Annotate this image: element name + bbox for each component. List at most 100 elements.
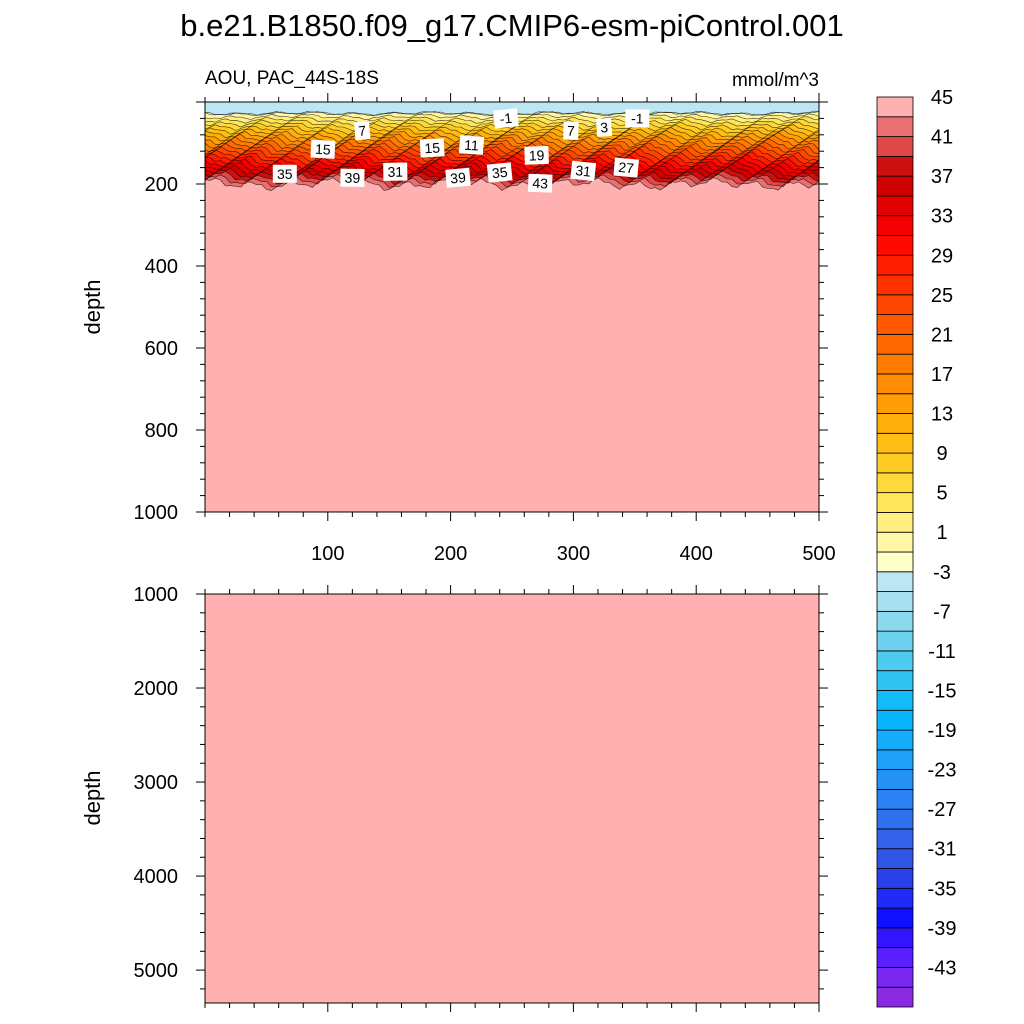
colorbar-tick-label: 5 xyxy=(936,483,947,505)
colorbar-tick-label: -27 xyxy=(928,799,957,821)
x-tick-label: 300 xyxy=(557,543,590,565)
colorbar-box xyxy=(876,947,914,968)
colorbar-box xyxy=(876,967,914,988)
colorbar-tick-label: -31 xyxy=(928,839,957,861)
colorbar-box xyxy=(876,274,914,296)
contour-label-text: 19 xyxy=(529,147,545,164)
colorbar-box xyxy=(876,96,914,118)
contour-label-text: 35 xyxy=(491,164,508,182)
y-tick-label: 5000 xyxy=(134,960,179,982)
y-tick-label: 3000 xyxy=(134,772,179,794)
colorbar-box xyxy=(876,235,914,256)
colorbar-box xyxy=(876,591,914,612)
contour-label: -1 xyxy=(493,108,519,129)
contour-label-text: 11 xyxy=(464,137,480,154)
contour-label-text: 7 xyxy=(567,123,576,139)
panel-subtitle-right: mmol/m^3 xyxy=(732,70,819,91)
colorbar-box xyxy=(876,432,914,454)
bottom-panel-background xyxy=(205,594,819,1003)
colorbar-box xyxy=(876,294,914,316)
colorbar-box xyxy=(876,848,914,869)
colorbar-box xyxy=(876,175,914,197)
colorbar-tick-label: 45 xyxy=(931,87,953,109)
colorbar-box xyxy=(876,729,914,751)
colorbar-tick-label: -35 xyxy=(928,878,957,900)
colorbar-box xyxy=(876,136,914,157)
colorbar-box xyxy=(876,452,914,474)
bottom-ylabel: depth xyxy=(80,770,105,825)
colorbar-box xyxy=(876,393,914,414)
colorbar-box xyxy=(876,690,914,711)
colorbar-box xyxy=(876,353,914,375)
contour-label: 39 xyxy=(340,168,365,188)
colorbar-tick-label: -15 xyxy=(928,681,957,703)
colorbar-box xyxy=(876,314,914,335)
colorbar: -43-39-35-31-27-23-19-15-11-7-3159131721… xyxy=(876,87,957,1008)
colorbar-tick-label: -19 xyxy=(928,720,957,742)
contour-label: 15 xyxy=(419,138,445,158)
contour-label: -1 xyxy=(625,109,650,128)
colorbar-tick-label: 25 xyxy=(931,285,953,307)
contour-line xyxy=(205,151,819,166)
colorbar-box xyxy=(876,808,914,830)
colorbar-box xyxy=(876,887,914,909)
colorbar-tick-label: -39 xyxy=(928,918,957,940)
colorbar-tick-label: -3 xyxy=(933,562,951,584)
y-tick-label: 400 xyxy=(145,256,178,278)
contour-label-text: 43 xyxy=(532,175,548,192)
y-tick-label: 2000 xyxy=(134,678,179,700)
contour-label-text: 3 xyxy=(600,119,609,136)
contour-label-text: -1 xyxy=(499,110,513,127)
y-tick-label: 200 xyxy=(145,174,178,196)
bottom-panel: 1000 2000 3000 4000 5000 depth xyxy=(80,584,828,1012)
colorbar-box xyxy=(876,472,914,494)
colorbar-box xyxy=(876,610,914,632)
contour-label: 7 xyxy=(563,121,579,140)
colorbar-box xyxy=(876,749,914,771)
x-tick-label: 200 xyxy=(434,543,467,565)
colorbar-box xyxy=(876,551,914,573)
colorbar-tick-label: 9 xyxy=(936,443,947,465)
top-contour-lines xyxy=(205,110,819,191)
colorbar-tick-label: 13 xyxy=(931,404,953,426)
colorbar-box xyxy=(876,927,914,949)
top-panel: -1 -1 7 7 3 15 15 11 19 27 31 31 35 35 39 39 43 100 200 30… xyxy=(80,93,836,565)
colorbar-box xyxy=(876,155,914,177)
contour-line xyxy=(205,145,819,159)
contour-label: 39 xyxy=(445,167,471,188)
y-tick-label: 600 xyxy=(145,338,178,360)
contour-line xyxy=(205,157,819,173)
contour-line xyxy=(205,138,819,154)
colorbar-box xyxy=(876,670,914,691)
colorbar-tick-label: -7 xyxy=(933,601,951,623)
colorbar-box xyxy=(876,709,914,731)
x-tick-label: 400 xyxy=(680,543,713,565)
contour-line xyxy=(205,177,819,191)
contour-label: 15 xyxy=(310,139,336,159)
contour-label-text: 15 xyxy=(424,139,441,156)
colorbar-box xyxy=(876,531,914,553)
colorbar-box xyxy=(876,492,914,513)
contour-label: 43 xyxy=(527,173,553,193)
top-contour-labels: -1 -1 7 7 3 15 15 11 19 27 31 31 35 35 39 39 43 xyxy=(272,108,650,193)
panel-subtitle-left: AOU, PAC_44S-18S xyxy=(205,68,379,89)
contour-label: 3 xyxy=(595,117,613,137)
contour-label-text: 31 xyxy=(387,164,403,180)
colorbar-box xyxy=(876,788,914,810)
colorbar-box xyxy=(876,868,914,889)
colorbar-box xyxy=(876,571,914,592)
colorbar-box xyxy=(876,650,914,672)
contour-label: 27 xyxy=(613,157,639,178)
x-tick-label: 500 xyxy=(802,543,835,565)
colorbar-tick-label: 37 xyxy=(931,166,953,188)
colorbar-box xyxy=(876,195,914,217)
colorbar-tick-label: 29 xyxy=(931,245,953,267)
contour-line xyxy=(205,129,819,143)
contour-line xyxy=(205,163,819,179)
chart-title: b.e21.B1850.f09_g17.CMIP6-esm-piControl.… xyxy=(180,8,843,43)
colorbar-tick-label: 17 xyxy=(931,364,953,386)
colorbar-box xyxy=(876,373,914,395)
contour-label: 11 xyxy=(458,135,485,155)
contour-label-text: 35 xyxy=(277,166,293,182)
